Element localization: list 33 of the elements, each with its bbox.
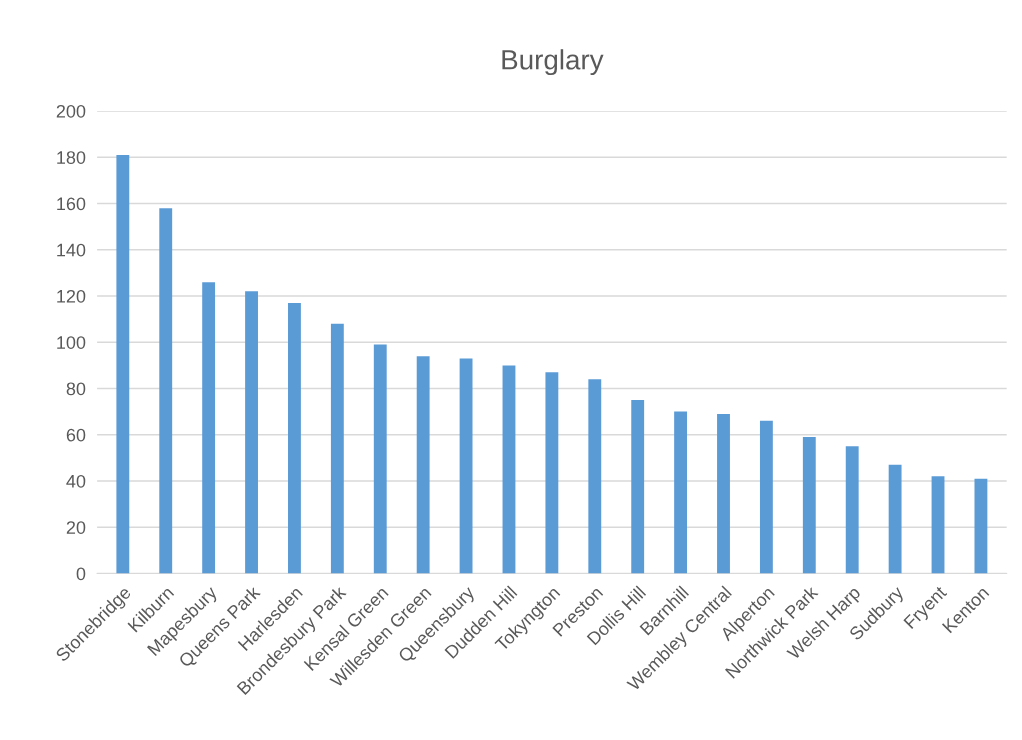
bar [202, 282, 216, 574]
y-tick-label: 160 [57, 197, 86, 211]
bar [888, 464, 902, 574]
bar [459, 358, 473, 574]
bar [373, 344, 387, 574]
y-tick-label: 180 [57, 151, 86, 164]
bar [631, 400, 645, 574]
y-tick-label: 80 [66, 382, 86, 396]
y-tick-label: 100 [57, 336, 86, 349]
bar [502, 365, 516, 574]
bar [288, 302, 301, 574]
y-tick-label: 140 [57, 243, 86, 257]
y-tick-label: 120 [57, 289, 86, 303]
bar [116, 154, 130, 574]
y-tick-label: 60 [66, 428, 86, 442]
bar [245, 291, 258, 574]
bar [802, 437, 816, 574]
bar [931, 476, 945, 574]
y-tick-label: 200 [56, 104, 86, 118]
bar [717, 413, 730, 574]
y-tick-label: 20 [66, 521, 86, 534]
y-tick-label: 0 [76, 567, 86, 581]
bar [545, 372, 559, 574]
bar [588, 379, 602, 574]
bar [416, 356, 430, 574]
bar [159, 208, 173, 574]
bar [330, 323, 344, 574]
bar [974, 478, 988, 574]
bar [759, 420, 773, 574]
chart-title: Burglary [502, 49, 604, 76]
y-tick-label: 40 [66, 474, 86, 488]
bar [845, 446, 859, 574]
bar [674, 411, 688, 574]
